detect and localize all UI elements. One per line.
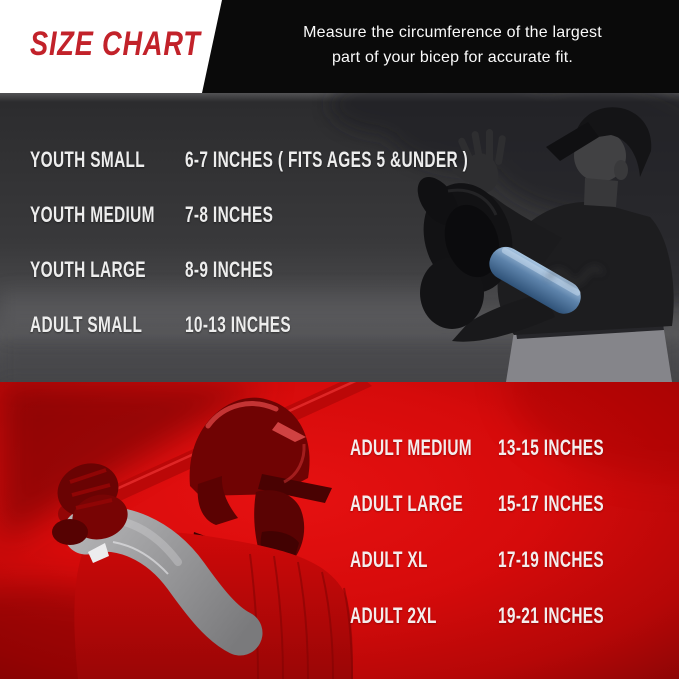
measure-instruction: Measure the circumference of the largest… xyxy=(230,0,675,89)
size-label: YOUTH MEDIUM xyxy=(30,202,155,227)
size-measurement: 15-17 INCHES xyxy=(498,491,605,516)
batting-helmet xyxy=(189,397,332,525)
neck xyxy=(584,178,618,207)
batting-gloves xyxy=(52,463,128,545)
jersey-script xyxy=(546,267,603,284)
baseball-cap xyxy=(574,107,652,177)
youth-sizes-section: YOUTH SMALL 6-7 INCHES ( FITS AGES 5 &UN… xyxy=(0,93,679,382)
adult-sizes-section: ADULT MEDIUM 13-15 INCHES ADULT LARGE 15… xyxy=(0,382,679,679)
open-hand xyxy=(452,129,506,193)
ear xyxy=(614,160,628,180)
size-label: YOUTH SMALL xyxy=(30,147,146,172)
size-row: YOUTH MEDIUM 7-8 INCHES xyxy=(30,202,589,227)
adult-size-table: ADULT MEDIUM 13-15 INCHES ADULT LARGE 15… xyxy=(350,435,650,660)
measure-instruction-line2: part of your bicep for accurate fit. xyxy=(331,48,574,66)
header-instruction-panel xyxy=(202,0,679,93)
size-label: ADULT LARGE xyxy=(350,491,464,516)
youth-player-photo xyxy=(0,93,679,382)
size-label: ADULT XL xyxy=(350,547,428,572)
cap-brim xyxy=(546,122,599,161)
size-measurement: 13-15 INCHES xyxy=(498,435,605,460)
sleeve-logo xyxy=(88,543,109,563)
size-row: YOUTH SMALL 6-7 INCHES ( FITS AGES 5 &UN… xyxy=(30,147,589,172)
size-row: ADULT XL 17-19 INCHES xyxy=(350,547,650,572)
size-label: YOUTH LARGE xyxy=(30,257,146,282)
boy-silhouette xyxy=(417,107,674,382)
size-row: YOUTH LARGE 8-9 INCHES xyxy=(30,257,589,282)
size-measurement: 6-7 INCHES ( FITS AGES 5 &UNDER ) xyxy=(185,147,469,172)
youth-size-table: YOUTH SMALL 6-7 INCHES ( FITS AGES 5 &UN… xyxy=(30,147,589,368)
size-measurement: 19-21 INCHES xyxy=(498,603,605,628)
blue-arm-sleeve xyxy=(489,246,581,314)
size-label: ADULT MEDIUM xyxy=(350,435,472,460)
size-label: ADULT 2XL xyxy=(350,603,437,628)
lower-arm xyxy=(452,293,555,342)
size-row: ADULT 2XL 19-21 INCHES xyxy=(350,603,650,628)
adult-player-photo xyxy=(0,382,679,679)
size-measurement: 8-9 INCHES xyxy=(185,257,274,282)
measure-instruction-line1: Measure the circumference of the largest xyxy=(303,23,602,41)
size-label: ADULT SMALL xyxy=(30,312,143,337)
page-title: SIZE CHART xyxy=(30,25,201,63)
size-measurement: 17-19 INCHES xyxy=(498,547,605,572)
size-row: ADULT LARGE 15-17 INCHES xyxy=(350,491,650,516)
size-measurement: 10-13 INCHES xyxy=(185,312,292,337)
size-row: ADULT MEDIUM 13-15 INCHES xyxy=(350,435,650,460)
size-row: ADULT SMALL 10-13 INCHES xyxy=(30,312,589,337)
header: SIZE CHART Measure the circumference of … xyxy=(0,0,679,93)
size-measurement: 7-8 INCHES xyxy=(185,202,274,227)
jersey-pinstripes xyxy=(249,553,353,679)
